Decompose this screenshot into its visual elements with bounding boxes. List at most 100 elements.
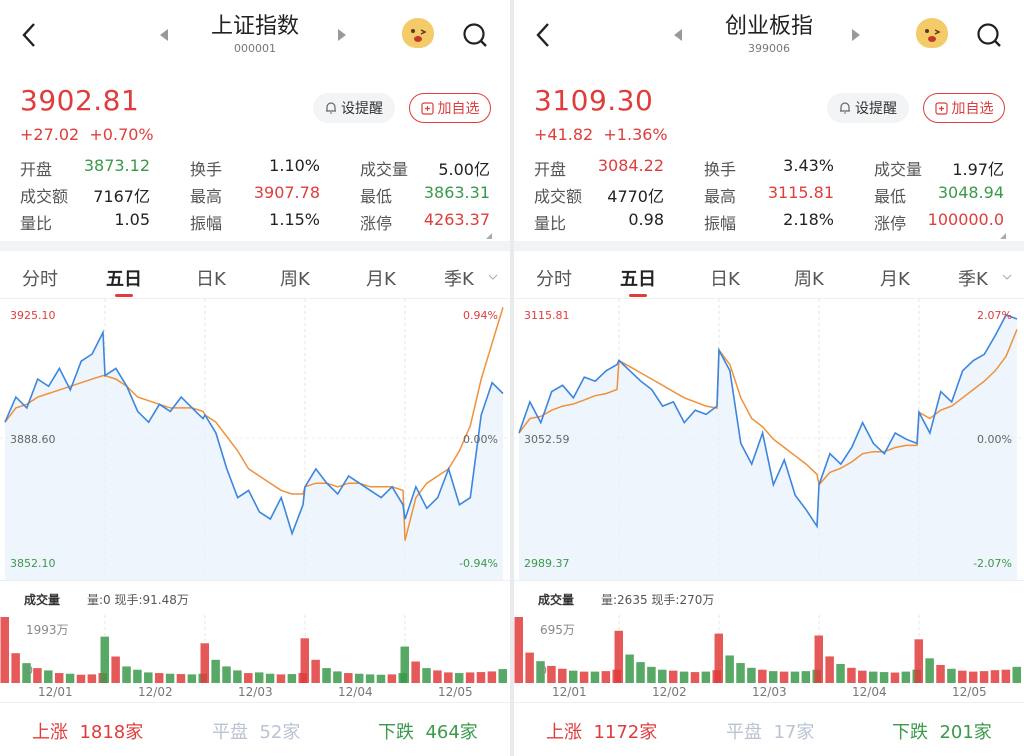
index-code: 000001 xyxy=(234,42,276,55)
volume-bar xyxy=(176,674,186,683)
divider xyxy=(0,241,510,251)
tab-1[interactable]: 五日 xyxy=(106,269,142,290)
tab-4[interactable]: 月K xyxy=(880,269,910,290)
set-alert-button[interactable]: 设提醒 xyxy=(313,93,395,123)
search-icon[interactable] xyxy=(462,22,488,48)
next-index-icon[interactable] xyxy=(852,29,860,41)
advancers-count: 1172家 xyxy=(593,722,658,743)
unchanged[interactable]: 平盘 17家 xyxy=(726,718,814,744)
stat-value: 2.18% xyxy=(783,210,834,229)
pct-mid-label: 0.00% xyxy=(977,433,1012,446)
expand-corner-icon[interactable] xyxy=(1000,233,1006,239)
five-day-price-chart[interactable] xyxy=(514,299,1024,580)
volume-bar xyxy=(568,670,578,683)
search-icon[interactable] xyxy=(976,22,1002,48)
volume-chart[interactable] xyxy=(0,615,510,685)
volume-bar xyxy=(958,670,967,683)
volume-bar xyxy=(690,672,700,683)
volume-bar xyxy=(879,672,889,683)
tab-5[interactable]: 季K xyxy=(444,269,474,290)
back-arrow-icon[interactable] xyxy=(532,20,554,50)
advancers[interactable]: 上涨 1172家 xyxy=(546,718,657,744)
stat-label: 最高 xyxy=(704,187,737,206)
volume-title: 成交量 xyxy=(538,593,575,607)
tab-0[interactable]: 分时 xyxy=(536,269,572,290)
tab-3[interactable]: 周K xyxy=(794,269,824,290)
advancers-count: 1818家 xyxy=(79,722,144,743)
mascot-icon[interactable] xyxy=(916,18,948,48)
volume-bar xyxy=(668,670,678,683)
stat-value: 3048.94 xyxy=(937,183,1004,202)
stat-label: 涨停 xyxy=(874,214,907,233)
tab-3[interactable]: 周K xyxy=(280,269,310,290)
mascot-icon[interactable] xyxy=(402,18,434,48)
five-day-price-chart[interactable] xyxy=(0,299,510,580)
stat-value: 3863.31 xyxy=(423,183,490,202)
volume-bar xyxy=(54,673,64,683)
y-max-label: 3115.81 xyxy=(524,309,570,322)
date-label: 12/05 xyxy=(952,685,987,699)
add-watchlist-button[interactable]: 加自选 xyxy=(923,93,1005,123)
volume-bar xyxy=(333,671,342,683)
volume-bar xyxy=(701,671,711,683)
volume-bar xyxy=(590,671,600,683)
volume-bar xyxy=(625,654,634,683)
volume-bar xyxy=(779,671,789,683)
y-min-label: 3852.10 xyxy=(10,557,56,570)
volume-bar xyxy=(244,673,253,683)
volume-zero-label: 0 xyxy=(26,664,33,677)
volume-bar xyxy=(311,659,320,683)
volume-bar xyxy=(647,666,656,683)
active-tab-indicator xyxy=(115,294,133,297)
volume-bar xyxy=(858,670,867,683)
set-alert-button[interactable]: 设提醒 xyxy=(827,93,909,123)
average-price-line xyxy=(4,307,504,541)
prev-index-icon[interactable] xyxy=(160,29,168,41)
volume-bar xyxy=(187,674,197,683)
expand-corner-icon[interactable] xyxy=(486,233,492,239)
date-label: 12/02 xyxy=(138,685,173,699)
tab-2[interactable]: 日K xyxy=(196,269,226,290)
next-index-icon[interactable] xyxy=(338,29,346,41)
unchanged-label: 平盘 xyxy=(212,722,248,743)
date-label: 12/03 xyxy=(752,685,787,699)
volume-bar xyxy=(1012,666,1021,683)
chevron-down-icon[interactable] xyxy=(1002,273,1012,281)
unchanged[interactable]: 平盘 52家 xyxy=(212,718,300,744)
stat-value: 1.10% xyxy=(269,156,320,175)
change-value: +27.02 xyxy=(20,125,80,144)
volume-bar xyxy=(558,668,567,683)
stat-label: 成交量 xyxy=(360,160,409,179)
tab-0[interactable]: 分时 xyxy=(22,269,58,290)
stat-value: 4263.37 xyxy=(423,210,490,229)
volume-bar xyxy=(211,659,220,683)
volume-bar xyxy=(914,639,923,683)
volume-bar xyxy=(133,669,142,683)
volume-bar xyxy=(714,633,723,683)
y-max-label: 3925.10 xyxy=(10,309,56,322)
decliners[interactable]: 下跌 201家 xyxy=(892,718,992,744)
decliners[interactable]: 下跌 464家 xyxy=(378,718,478,744)
volume-bar xyxy=(925,658,934,683)
add-watchlist-button[interactable]: 加自选 xyxy=(409,93,491,123)
stat-value: 3115.81 xyxy=(767,183,834,202)
pct-mid-label: 0.00% xyxy=(463,433,498,446)
volume-bar xyxy=(979,671,989,683)
volume-bar xyxy=(265,673,275,683)
back-arrow-icon[interactable] xyxy=(18,20,40,50)
index-title: 创业板指 xyxy=(724,14,813,39)
volume-bar xyxy=(758,669,767,683)
stat-label: 最低 xyxy=(874,187,907,206)
tab-1[interactable]: 五日 xyxy=(620,269,656,290)
volume-bar xyxy=(287,674,297,683)
tab-2[interactable]: 日K xyxy=(710,269,740,290)
tab-4[interactable]: 月K xyxy=(366,269,396,290)
chevron-down-icon[interactable] xyxy=(488,273,498,281)
volume-bar xyxy=(814,635,823,683)
tab-5[interactable]: 季K xyxy=(958,269,988,290)
pct-max-label: 2.07% xyxy=(977,309,1012,322)
volume-bar xyxy=(936,664,945,683)
volume-chart[interactable] xyxy=(514,615,1024,685)
prev-index-icon[interactable] xyxy=(674,29,682,41)
advancers[interactable]: 上涨 1818家 xyxy=(32,718,143,744)
